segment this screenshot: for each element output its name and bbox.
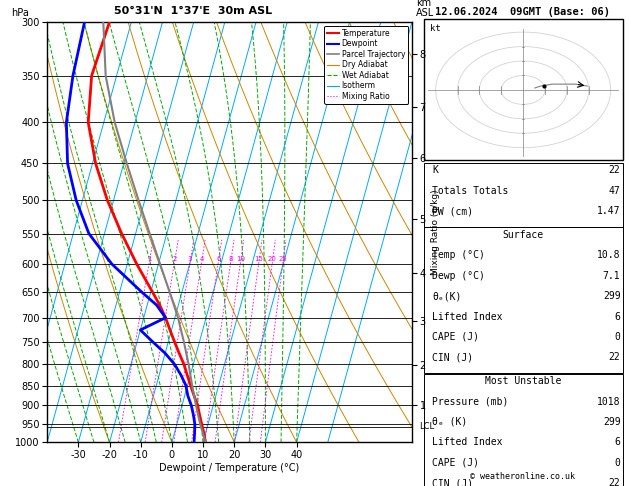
- Text: 299: 299: [603, 417, 620, 427]
- Text: 22: 22: [609, 478, 620, 486]
- Text: 20: 20: [268, 256, 277, 262]
- Text: Lifted Index: Lifted Index: [432, 312, 503, 322]
- Text: 2: 2: [172, 256, 177, 262]
- Text: 3: 3: [188, 256, 192, 262]
- Text: θₑ(K): θₑ(K): [432, 291, 462, 301]
- Legend: Temperature, Dewpoint, Parcel Trajectory, Dry Adiabat, Wet Adiabat, Isotherm, Mi: Temperature, Dewpoint, Parcel Trajectory…: [324, 26, 408, 104]
- Text: 12.06.2024  09GMT (Base: 06): 12.06.2024 09GMT (Base: 06): [435, 7, 610, 17]
- Text: 22: 22: [609, 165, 620, 175]
- Text: θₑ (K): θₑ (K): [432, 417, 467, 427]
- Text: 10.8: 10.8: [597, 250, 620, 260]
- Text: 10: 10: [236, 256, 245, 262]
- Bar: [424, 374, 623, 486]
- Text: hPa: hPa: [11, 8, 28, 17]
- Text: CIN (J): CIN (J): [432, 478, 474, 486]
- Text: Lifted Index: Lifted Index: [432, 437, 503, 448]
- Text: 6: 6: [615, 437, 620, 448]
- Text: 299: 299: [603, 291, 620, 301]
- Bar: [424, 227, 623, 373]
- Text: CAPE (J): CAPE (J): [432, 458, 479, 468]
- Text: CAPE (J): CAPE (J): [432, 332, 479, 342]
- Text: 0: 0: [615, 458, 620, 468]
- Text: 8: 8: [228, 256, 233, 262]
- Text: 1: 1: [147, 256, 152, 262]
- Text: © weatheronline.co.uk: © weatheronline.co.uk: [470, 472, 574, 481]
- Text: PW (cm): PW (cm): [432, 206, 474, 216]
- Text: Surface: Surface: [503, 230, 543, 240]
- Text: 1.47: 1.47: [597, 206, 620, 216]
- Text: K: K: [432, 165, 438, 175]
- Text: 22: 22: [609, 352, 620, 363]
- Text: CIN (J): CIN (J): [432, 352, 474, 363]
- Y-axis label: Mixing Ratio (g/kg): Mixing Ratio (g/kg): [431, 189, 440, 275]
- Text: Most Unstable: Most Unstable: [485, 376, 561, 386]
- Bar: [424, 19, 623, 160]
- Text: 50°31'N  1°37'E  30m ASL: 50°31'N 1°37'E 30m ASL: [114, 5, 272, 16]
- Text: 25: 25: [279, 256, 287, 262]
- Text: 6: 6: [615, 312, 620, 322]
- Text: 7.1: 7.1: [603, 271, 620, 281]
- X-axis label: Dewpoint / Temperature (°C): Dewpoint / Temperature (°C): [160, 463, 299, 473]
- Text: 6: 6: [216, 256, 221, 262]
- Text: Temp (°C): Temp (°C): [432, 250, 485, 260]
- Text: 15: 15: [254, 256, 264, 262]
- Text: km
ASL: km ASL: [416, 0, 434, 17]
- Text: kt: kt: [430, 24, 441, 34]
- Text: Dewp (°C): Dewp (°C): [432, 271, 485, 281]
- Text: 1018: 1018: [597, 397, 620, 407]
- Text: LCL: LCL: [420, 422, 435, 432]
- Text: 0: 0: [615, 332, 620, 342]
- Text: 4: 4: [199, 256, 204, 262]
- Text: Pressure (mb): Pressure (mb): [432, 397, 509, 407]
- Bar: [424, 163, 623, 227]
- Text: 47: 47: [609, 186, 620, 196]
- Text: Totals Totals: Totals Totals: [432, 186, 509, 196]
